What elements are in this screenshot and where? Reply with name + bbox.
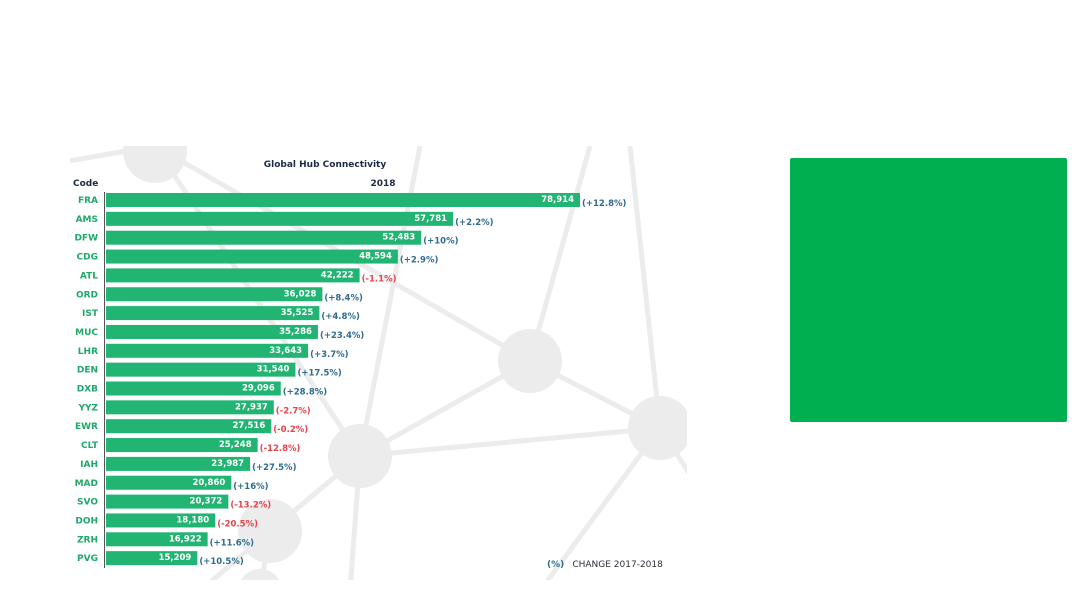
bar: [106, 419, 272, 434]
value-label: 25,248: [219, 440, 252, 450]
bar: [106, 475, 232, 490]
change-label: (-12.8%): [260, 444, 301, 454]
value-label: 48,594: [359, 252, 392, 262]
change-label: (+23.4%): [320, 331, 364, 341]
value-label: 42,222: [321, 270, 354, 280]
change-label: (+12.8%): [582, 199, 626, 209]
change-label: (+28.8%): [283, 388, 327, 398]
bar: [106, 400, 274, 415]
bar: [106, 438, 258, 453]
category-label: DXB: [77, 385, 98, 395]
value-label: 35,286: [279, 327, 312, 337]
value-label: 78,914: [541, 195, 574, 205]
bar: [106, 306, 320, 321]
bar: [106, 532, 208, 547]
value-label: 15,209: [159, 553, 192, 563]
change-label: (-13.2%): [230, 501, 271, 511]
category-label: YYZ: [77, 403, 98, 413]
category-header: Code: [73, 179, 98, 189]
chart-title: Global Hub Connectivity: [264, 160, 387, 170]
background-network-graphic: [70, 146, 687, 580]
value-label: 18,180: [176, 515, 209, 525]
bar: [106, 456, 251, 471]
change-label: (+11.6%): [210, 538, 254, 548]
value-label: 27,937: [235, 402, 268, 412]
hub-connectivity-chart: Global Hub Connectivity Code 2018 FRA 78,…: [70, 146, 687, 580]
change-label: (-20.5%): [217, 519, 258, 529]
category-label: DFW: [74, 234, 98, 244]
bar: [106, 287, 323, 302]
bars-group: FRA 78,914 (+12.8%) AMS 57,781 (+2.2%) DFW 52,4…: [74, 193, 626, 567]
bar: [106, 551, 198, 566]
change-label: (+27.5%): [252, 463, 296, 473]
legend-marker: (%): [547, 560, 564, 570]
category-label: MAD: [75, 479, 98, 489]
category-label: CLT: [81, 441, 99, 451]
category-label: AMS: [76, 215, 98, 225]
value-label: 52,483: [382, 233, 415, 243]
category-label: ORD: [76, 290, 98, 300]
bar: [106, 268, 360, 283]
bar: [106, 211, 454, 226]
bar: [106, 494, 229, 509]
category-label: IST: [82, 309, 99, 319]
change-label: (+2.2%): [455, 218, 494, 228]
value-label: 33,643: [269, 346, 302, 356]
bar: [106, 362, 296, 377]
change-label: (+2.9%): [400, 256, 439, 266]
category-label: MUC: [75, 328, 98, 338]
change-label: (+3.7%): [310, 350, 349, 360]
category-label: EWR: [75, 422, 98, 432]
change-label: (+4.8%): [321, 312, 360, 322]
value-label: 57,781: [414, 214, 447, 224]
value-label: 16,922: [169, 534, 202, 544]
change-label: (+17.5%): [297, 369, 341, 379]
category-label: SVO: [77, 498, 98, 508]
category-label: FRA: [78, 196, 98, 206]
category-label: ZRH: [77, 535, 98, 545]
bar: [106, 249, 398, 264]
bar: [106, 343, 309, 358]
category-label: LHR: [78, 347, 98, 357]
legend-text: CHANGE 2017-2018: [572, 560, 663, 570]
value-label: 35,525: [281, 308, 314, 318]
chart-panel: Global Hub Connectivity Code 2018 FRA 78,…: [70, 146, 687, 580]
change-label: (-2.7%): [276, 406, 311, 416]
bar: [106, 513, 216, 528]
bar: [106, 193, 580, 207]
change-label: (+10.5%): [199, 557, 243, 567]
category-label: ATL: [80, 271, 98, 281]
green-side-panel: [790, 158, 1067, 422]
change-label: (+8.4%): [324, 293, 363, 303]
category-label: IAH: [80, 460, 98, 470]
value-label: 20,372: [190, 497, 223, 507]
category-label: DOH: [75, 516, 98, 526]
category-label: PVG: [77, 554, 98, 564]
category-label: CDG: [77, 253, 98, 263]
bar: [106, 230, 422, 245]
value-label: 27,516: [232, 421, 265, 431]
value-label: 23,987: [211, 459, 244, 469]
change-label: (-0.2%): [273, 425, 308, 435]
value-label: 31,540: [257, 365, 290, 375]
change-label: (-1.1%): [362, 274, 397, 284]
bar: [106, 381, 281, 396]
value-label: 29,096: [242, 384, 275, 394]
change-label: (+16%): [233, 482, 268, 492]
series-header: 2018: [370, 179, 395, 189]
bar: [106, 324, 318, 339]
category-label: DEN: [77, 366, 98, 376]
value-label: 36,028: [284, 289, 317, 299]
value-label: 20,860: [192, 478, 225, 488]
change-label: (+10%): [423, 237, 458, 247]
legend: (%) CHANGE 2017-2018: [547, 552, 663, 571]
